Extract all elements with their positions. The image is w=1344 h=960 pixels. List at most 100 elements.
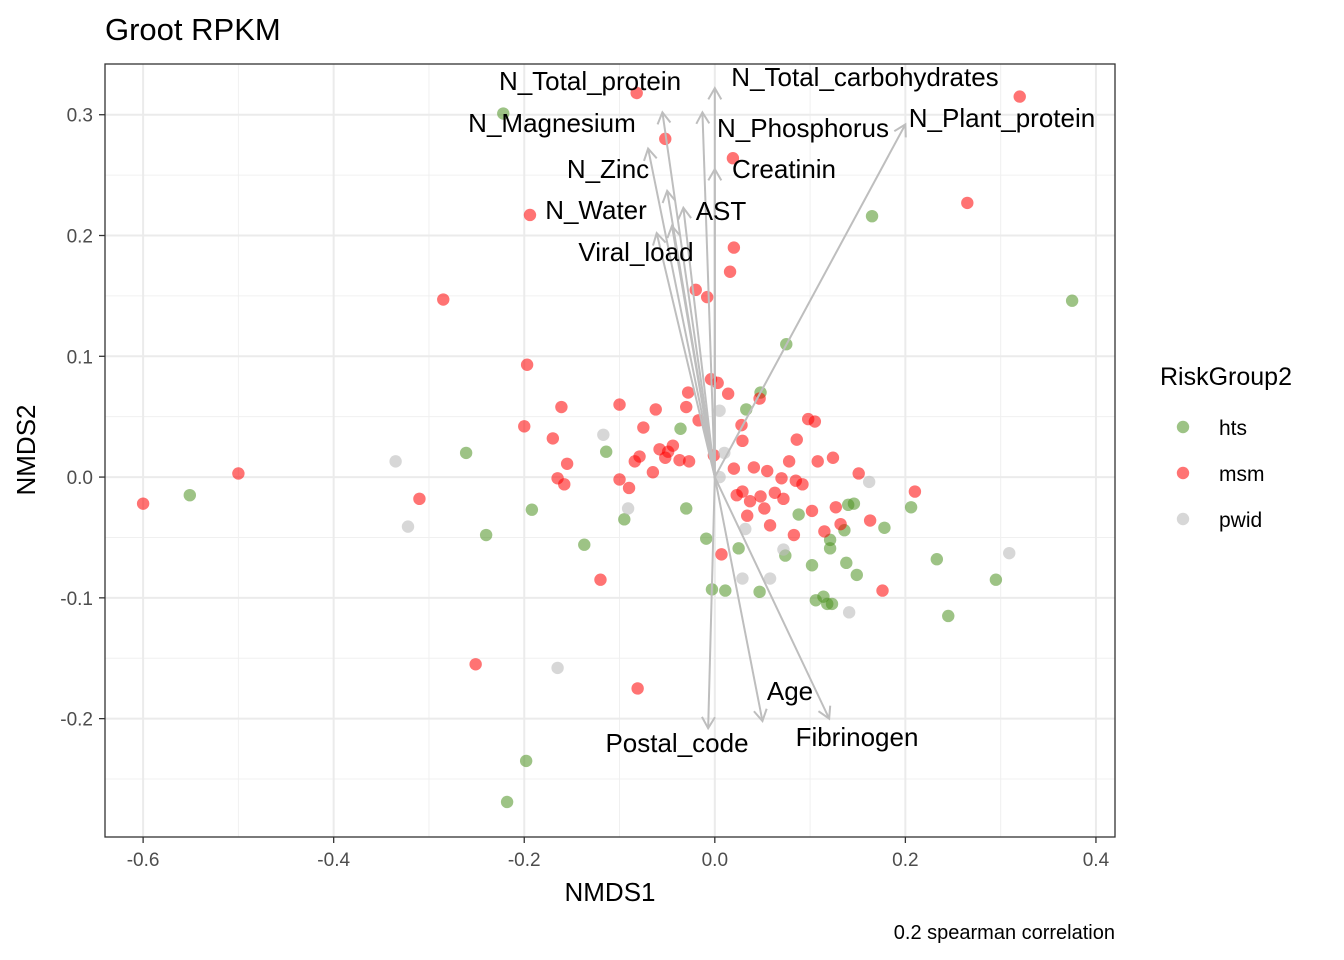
point-msm <box>637 421 650 434</box>
vector-label: Creatinin <box>732 154 836 184</box>
point-hts <box>674 422 687 435</box>
legend-label-hts: hts <box>1219 417 1247 440</box>
vector-line <box>682 207 716 478</box>
point-msm <box>136 497 150 510</box>
point-pwid <box>713 404 726 417</box>
point-msm <box>649 403 662 416</box>
point-pwid <box>777 543 790 556</box>
point-pwid <box>551 661 564 675</box>
y-tick-label: -0.2 <box>60 710 93 731</box>
point-msm <box>682 455 696 468</box>
y-tick-label: 0.2 <box>67 227 93 248</box>
point-msm <box>469 658 482 671</box>
point-msm <box>413 492 426 506</box>
legend-label-pwid: pwid <box>1219 509 1262 532</box>
point-msm <box>763 519 777 532</box>
vector-label: Fibrinogen <box>796 722 919 752</box>
point-hts <box>865 209 879 223</box>
point-hts <box>904 501 918 514</box>
point-msm <box>790 433 803 446</box>
point-msm <box>736 434 749 448</box>
vector-line <box>713 476 764 722</box>
vector-arrowhead <box>677 205 692 221</box>
point-msm <box>673 453 686 467</box>
point-pwid <box>739 522 752 536</box>
point-msm <box>908 485 922 498</box>
vector-arrowhead <box>701 716 716 731</box>
point-hts <box>719 584 732 597</box>
point-msm <box>805 504 819 518</box>
vector-line <box>713 476 831 720</box>
point-msm <box>961 196 974 210</box>
legend-key-hts <box>1176 420 1190 434</box>
vector-label: N_Phosphorus <box>717 113 889 143</box>
point-msm <box>630 86 643 100</box>
y-tick-label: 0.3 <box>67 106 93 127</box>
legend-label-msm: msm <box>1219 463 1265 486</box>
vector-line <box>655 232 716 478</box>
point-pwid <box>763 572 777 585</box>
point-msm <box>613 473 626 486</box>
grid-minor <box>105 64 1115 837</box>
chart-caption: 0.2 spearman correlation <box>894 922 1115 944</box>
x-tick-label: -0.6 <box>127 850 160 871</box>
point-msm <box>777 492 790 506</box>
vector-label: N_Magnesium <box>468 108 636 138</box>
point-msm <box>747 461 761 474</box>
point-hts <box>525 503 539 516</box>
x-tick-label: -0.4 <box>317 850 350 871</box>
point-hts <box>500 795 514 809</box>
point-msm <box>782 455 796 468</box>
point-msm <box>768 486 782 499</box>
point-pwid <box>389 455 402 468</box>
point-pwid <box>736 572 749 585</box>
point-msm <box>613 398 626 411</box>
vector-label: Age <box>767 676 813 706</box>
point-msm <box>787 528 801 542</box>
point-msm <box>721 387 735 400</box>
chart-title: Groot RPKM <box>105 12 281 47</box>
point-msm <box>826 451 840 464</box>
point-pwid <box>1003 546 1016 560</box>
y-tick-label: -0.1 <box>60 589 93 610</box>
vector-line <box>661 112 716 478</box>
point-msm <box>558 478 571 491</box>
point-msm <box>546 432 560 445</box>
point-hts <box>942 609 955 623</box>
point-pwid <box>621 502 635 515</box>
point-msm <box>727 241 741 254</box>
x-axis-ticks: -0.6 -0.4 -0.2 0.0 0.2 0.4 <box>127 837 1110 871</box>
x-tick-label: 0.2 <box>892 850 918 871</box>
point-hts <box>519 754 533 768</box>
point-msm <box>852 467 865 480</box>
point-msm <box>727 462 741 475</box>
point-msm <box>723 265 737 278</box>
vector-arrowhead <box>643 146 658 162</box>
vector-label: N_Zinc <box>567 154 649 184</box>
point-msm <box>818 525 831 538</box>
point-hts <box>459 446 473 460</box>
vector-label: N_Total_carbohydrates <box>731 62 998 92</box>
vector-label: N_Water <box>545 195 647 225</box>
point-pwid <box>862 475 876 489</box>
legend: RiskGroup2 hts msm pwid <box>1160 363 1292 532</box>
point-pwid <box>401 520 415 533</box>
point-msm <box>622 481 636 495</box>
y-tick-label: 0.1 <box>67 347 93 368</box>
point-msm <box>437 293 450 306</box>
point-pwid <box>597 428 610 441</box>
point-msm <box>646 466 660 479</box>
x-tick-label: -0.2 <box>508 850 541 871</box>
point-hts <box>497 107 510 120</box>
vector-arrowhead <box>652 231 667 246</box>
point-hts <box>618 513 631 526</box>
vector-line <box>713 123 907 478</box>
point-msm <box>1013 90 1026 103</box>
point-msm <box>232 467 245 480</box>
point-msm <box>876 584 889 597</box>
point-msm <box>754 490 767 503</box>
point-msm <box>555 400 568 414</box>
vector-line <box>670 225 716 478</box>
point-msm <box>834 517 847 531</box>
legend-key-pwid <box>1176 512 1190 526</box>
